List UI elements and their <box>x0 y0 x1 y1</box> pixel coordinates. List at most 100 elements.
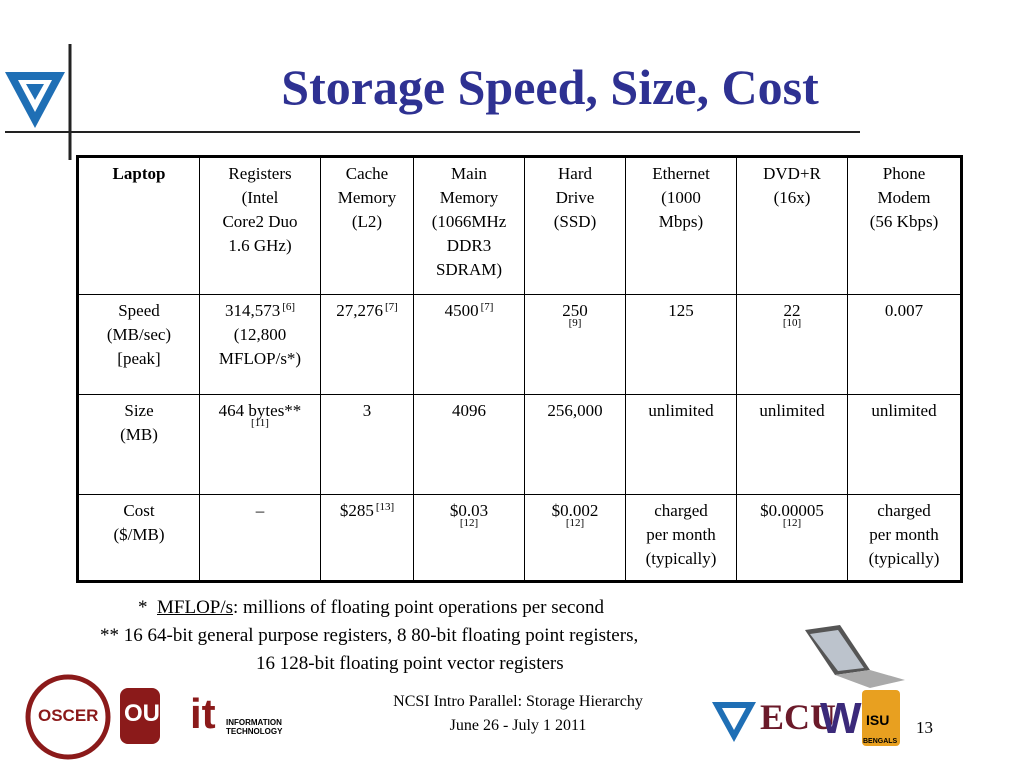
cell-text: 256,000 <box>547 401 603 420</box>
cell-line: 3 <box>323 399 411 423</box>
cell-line: (MB) <box>81 423 197 447</box>
cell-line: charged <box>628 499 734 523</box>
table-cell: $0.002 [12] <box>524 494 626 582</box>
cell-line: Phone <box>850 162 958 186</box>
cell-text: (16x) <box>773 188 811 207</box>
cell-text: Core2 Duo <box>222 212 298 231</box>
logo-isu-text: ISU <box>866 712 890 728</box>
cell-text: (L2) <box>351 212 383 231</box>
table-cell: Ethernet (1000 Mbps) <box>625 156 737 295</box>
cell-line: $0.03 [12] <box>416 499 522 529</box>
cell-text: (1000 <box>661 188 701 207</box>
cell-line: Size <box>81 399 197 423</box>
table-cell: Size (MB) <box>77 394 200 495</box>
table-cell: 0.007 <box>847 294 962 395</box>
cell-text: Main <box>451 164 487 183</box>
footnote-term: MFLOP/s <box>157 597 234 618</box>
cell-text: 314,573 <box>224 301 281 320</box>
cell-line: Mbps) <box>628 210 734 234</box>
cell-line: $285 [13] <box>323 499 411 523</box>
table-cell: – <box>199 494 321 582</box>
cell-line: Hard <box>527 162 623 186</box>
cell-text: unlimited <box>648 401 714 420</box>
table-cell: charged per month (typically) <box>625 494 737 582</box>
cell-line: Memory <box>323 186 411 210</box>
cell-line: per month <box>628 523 734 547</box>
table-cell: unlimited <box>625 394 737 495</box>
page-number: 13 <box>916 718 933 737</box>
cell-text: charged <box>654 501 708 520</box>
cell-line: (Intel <box>202 186 318 210</box>
cell-text: 3 <box>362 401 372 420</box>
cell-text: (1066MHz <box>431 212 507 231</box>
cell-line: unlimited <box>850 399 958 423</box>
table-cell: 4096 <box>413 394 525 495</box>
table-cell: $285 [13] <box>320 494 414 582</box>
logo-oscer-text: OSCER <box>38 706 99 725</box>
cell-text: Size <box>124 401 154 420</box>
title: Storage Speed, Size, Cost <box>281 59 819 115</box>
cell-line: (typically) <box>628 547 734 571</box>
table-cell: 256,000 <box>524 394 626 495</box>
cell-text: Modem <box>877 188 931 207</box>
table-cell: 4500 [7] <box>413 294 525 395</box>
logo-it-text: it <box>190 690 216 737</box>
cell-line: [peak] <box>81 347 197 371</box>
cell-line: 125 <box>628 299 734 323</box>
cell-line: 250 [9] <box>527 299 623 329</box>
cell-line: Memory <box>416 186 522 210</box>
cell-text: 1.6 GHz) <box>228 236 292 255</box>
cell-text: 464 bytes** <box>218 401 302 420</box>
cell-line: (1066MHz <box>416 210 522 234</box>
cell-text: $0.002 <box>551 501 599 520</box>
cell-text: Ethernet <box>652 164 710 183</box>
cell-text: – <box>255 501 265 520</box>
cell-line: (SSD) <box>527 210 623 234</box>
cell-line: MFLOP/s*) <box>202 347 318 371</box>
table-cell: Registers (Intel Core2 Duo 1.6 GHz) <box>199 156 321 295</box>
cell-line: (16x) <box>739 186 845 210</box>
cell-text: (SSD) <box>553 212 597 231</box>
cell-text: 4096 <box>452 401 486 420</box>
table-cell: 27,276 [7] <box>320 294 414 395</box>
cell-line: (12,800 <box>202 323 318 347</box>
cell-text: (12,800 <box>233 325 287 344</box>
cell-line: 314,573 [6] <box>202 299 318 323</box>
table-cell: Main Memory (1066MHz DDR3 SDRAM) <box>413 156 525 295</box>
logo-bengals: BENGALS <box>863 738 898 745</box>
cell-line: $0.002 [12] <box>527 499 623 529</box>
cell-text: $0.00005 <box>760 501 824 520</box>
cell-line: 464 bytes** [11] <box>202 399 318 429</box>
cell-text: (56 Kbps) <box>869 212 939 231</box>
cell-line: 1.6 GHz) <box>202 234 318 258</box>
reference: [12] <box>565 517 585 529</box>
logo-w: W <box>820 694 862 743</box>
cell-text: Mbps) <box>658 212 704 231</box>
footnote-3: 16 128-bit floating point vector registe… <box>256 653 564 674</box>
cell-text: DDR3 <box>446 236 492 255</box>
table-cell: Laptop <box>77 156 200 295</box>
cell-line: (L2) <box>323 210 411 234</box>
cell-text: 125 <box>668 301 694 320</box>
cell-text: unlimited <box>759 401 825 420</box>
cell-line: Laptop <box>81 162 197 186</box>
cell-line: Main <box>416 162 522 186</box>
table-row: Speed (MB/sec) [peak] 314,573 [6] (12,800 MFLO… <box>77 294 962 395</box>
table-cell: 3 <box>320 394 414 495</box>
cell-text: (Intel <box>241 188 279 207</box>
cell-line: unlimited <box>739 399 845 423</box>
cell-text: Hard <box>558 164 592 183</box>
cell-line: ($/MB) <box>81 523 197 547</box>
table-cell: 314,573 [6] (12,800 MFLOP/s*) <box>199 294 321 395</box>
table-cell: charged per month (typically) <box>847 494 962 582</box>
table-row: Size (MB) 464 bytes** [11] 3 4096 256,000 unlim… <box>77 394 962 495</box>
cell-text: MFLOP/s*) <box>218 349 302 368</box>
cell-text: Memory <box>337 188 397 207</box>
footer-title: NCSI Intro Parallel: Storage Hierarchy <box>393 693 643 710</box>
cell-text: $285 <box>339 501 374 520</box>
cell-text: 22 <box>783 301 801 320</box>
cell-line: 4500 [7] <box>416 299 522 323</box>
cell-line: (typically) <box>850 547 958 571</box>
